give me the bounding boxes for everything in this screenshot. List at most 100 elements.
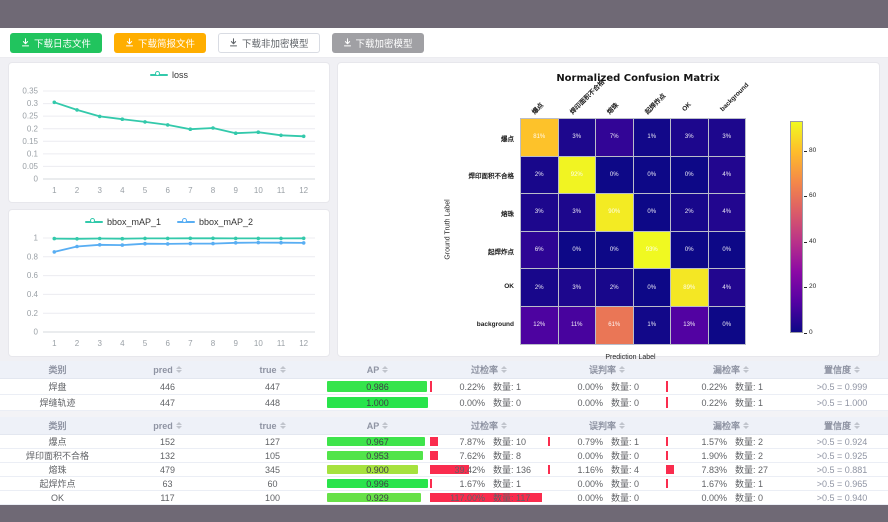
pred-cell: 117 (160, 492, 175, 503)
ap-value: 0.986 (366, 381, 389, 392)
column-header-4[interactable]: 过检率 (430, 361, 548, 378)
column-header-6[interactable]: 漏检率 (666, 417, 796, 434)
sort-caret-icon[interactable] (854, 365, 860, 374)
rate-percent: 0.00% (577, 450, 603, 461)
column-header-2[interactable]: true (220, 361, 325, 378)
rate-bar (430, 451, 438, 460)
legend-item-bbox_mAP_1[interactable]: bbox_mAP_1 (84, 217, 161, 227)
rate-percent: 7.87% (459, 436, 485, 447)
true-cell: 105 (264, 450, 281, 461)
rate-percent: 1.16% (577, 464, 603, 475)
rate-count: 数量: 1 (735, 398, 764, 408)
column-header-3[interactable]: AP (325, 417, 430, 434)
ap-bar (327, 493, 421, 502)
sort-caret-icon[interactable] (619, 421, 625, 430)
map-chart-legend: bbox_mAP_1 bbox_mAP_2 (9, 210, 329, 230)
svg-text:11: 11 (277, 339, 286, 348)
column-header-6[interactable]: 漏检率 (666, 361, 796, 378)
miss-rate-cell: 0.22% 数量: 1 (666, 395, 796, 410)
svg-text:0: 0 (34, 328, 39, 337)
rate-count: 数量: 0 (735, 493, 764, 503)
miss-rate-cell: 1.90% 数量: 2 (666, 449, 796, 462)
svg-text:3: 3 (97, 339, 102, 348)
table-row: 爆点 152 127 0.967 7.87% 数量: 10 0.79% 数量: 1 1.57% 数… (0, 435, 888, 449)
colorbar-tick-label: 20 (809, 283, 817, 291)
ap-bar (327, 397, 428, 408)
ap-value: 0.900 (366, 464, 389, 475)
misjudge-rate-cell: 0.00% 数量: 0 (548, 395, 666, 410)
confusion-matrix-cell: 2% (671, 194, 708, 231)
column-header-label: AP (366, 420, 380, 431)
pred-cell: 152 (159, 436, 176, 447)
download-button-2[interactable]: 下载非加密模型 (218, 32, 320, 53)
column-header-3[interactable]: AP (325, 361, 430, 378)
confusion-matrix-grid: 81% 3% 7% 1% 3% 3% 2% 92% 0% 0% 0% 4% 3% 3% 90% 0% 2% 4% 6… (520, 118, 746, 345)
svg-text:2: 2 (75, 186, 80, 195)
svg-text:11: 11 (277, 186, 286, 195)
download-icon (230, 38, 238, 47)
confusion-matrix-cell: 2% (521, 156, 558, 194)
confidence-cell: >0.5 = 0.924 (816, 436, 868, 447)
category-cell: 焊印面积不合格 (25, 451, 89, 461)
column-header-5[interactable]: 误判率 (548, 417, 666, 434)
download-button-3[interactable]: 下载加密模型 (331, 32, 424, 53)
map-line-chart: 00.20.40.60.811 2 3 4 5 6 7 8 9 10 11 12 (27, 234, 315, 348)
column-header-0: 类别 (0, 417, 115, 434)
confidence-cell: >0.5 = 0.999 (816, 381, 868, 392)
sort-caret-icon[interactable] (501, 365, 507, 374)
rate-count: 数量: 0 (611, 398, 640, 408)
sort-caret-icon[interactable] (743, 365, 749, 374)
sort-caret-icon[interactable] (175, 365, 182, 374)
rate-percent: 7.83% (701, 464, 727, 475)
rate-bar (666, 451, 668, 460)
over-detect-rate-cell: 0.22% 数量: 1 (430, 379, 548, 394)
column-header-1[interactable]: pred (115, 417, 220, 434)
rate-count: 数量: 0 (611, 451, 640, 461)
download-button-0[interactable]: 下载日志文件 (10, 32, 103, 53)
column-header-5[interactable]: 误判率 (548, 361, 666, 378)
rate-percent: 0.00% (701, 492, 727, 503)
ap-cell: 0.953 (325, 449, 430, 462)
svg-text:12: 12 (299, 339, 308, 348)
pred-cell: 446 (159, 381, 176, 392)
column-header-2[interactable]: true (220, 417, 325, 434)
sort-caret-icon[interactable] (382, 365, 389, 374)
confusion-matrix-cell: 4% (708, 269, 745, 306)
svg-text:7: 7 (188, 339, 193, 348)
confusion-matrix-cell: 3% (558, 119, 595, 156)
sort-caret-icon[interactable] (501, 421, 507, 430)
rate-count: 数量: 1 (735, 479, 764, 489)
category-cell: OK (50, 492, 64, 503)
rate-count: 数量: 2 (735, 437, 764, 447)
rate-count: 数量: 4 (611, 465, 640, 475)
colorbar-tick-mark (804, 150, 807, 152)
sort-caret-icon[interactable] (854, 421, 860, 430)
column-header-7[interactable]: 置信度 (796, 361, 888, 378)
sort-caret-icon[interactable] (619, 365, 625, 374)
confusion-matrix-cell: 81% (521, 119, 558, 156)
legend-item-loss[interactable]: loss (149, 70, 188, 80)
metrics-tables-section: 类别 pred true AP 过检率 误判率 漏检率 置信度 焊盘 446 447 0.986 0.2… (0, 361, 888, 505)
sort-caret-icon[interactable] (743, 421, 749, 430)
column-header-label: 置信度 (823, 365, 851, 375)
misjudge-rate-cell: 0.00% 数量: 0 (548, 379, 666, 394)
confusion-matrix-cell: 0% (708, 231, 745, 269)
sort-caret-icon[interactable] (279, 365, 286, 374)
table-row: 焊印面积不合格 132 105 0.953 7.62% 数量: 8 0.00% 数量: 0 1.… (0, 449, 888, 463)
column-header-1[interactable]: pred (115, 361, 220, 378)
rate-percent: 0.22% (459, 381, 485, 392)
rate-count: 数量: 117 (493, 493, 531, 503)
sort-caret-icon[interactable] (279, 421, 286, 430)
table-header-row: 类别 pred true AP 过检率 误判率 漏检率 置信度 (0, 417, 888, 435)
download-icon (343, 38, 351, 47)
sort-caret-icon[interactable] (382, 421, 389, 430)
download-icon (125, 38, 134, 47)
column-header-7[interactable]: 置信度 (796, 417, 888, 434)
sort-caret-icon[interactable] (175, 421, 182, 430)
confusion-matrix-col-label: background (718, 81, 750, 113)
column-header-4[interactable]: 过检率 (430, 417, 548, 434)
table-row: 起焊炸点 63 60 0.996 1.67% 数量: 1 0.00% 数量: 0 1.67% 数量… (0, 477, 888, 491)
legend-item-bbox_mAP_2[interactable]: bbox_mAP_2 (177, 217, 253, 227)
download-button-1[interactable]: 下载简报文件 (114, 32, 207, 53)
confidence-cell: >0.5 = 0.965 (816, 478, 868, 489)
